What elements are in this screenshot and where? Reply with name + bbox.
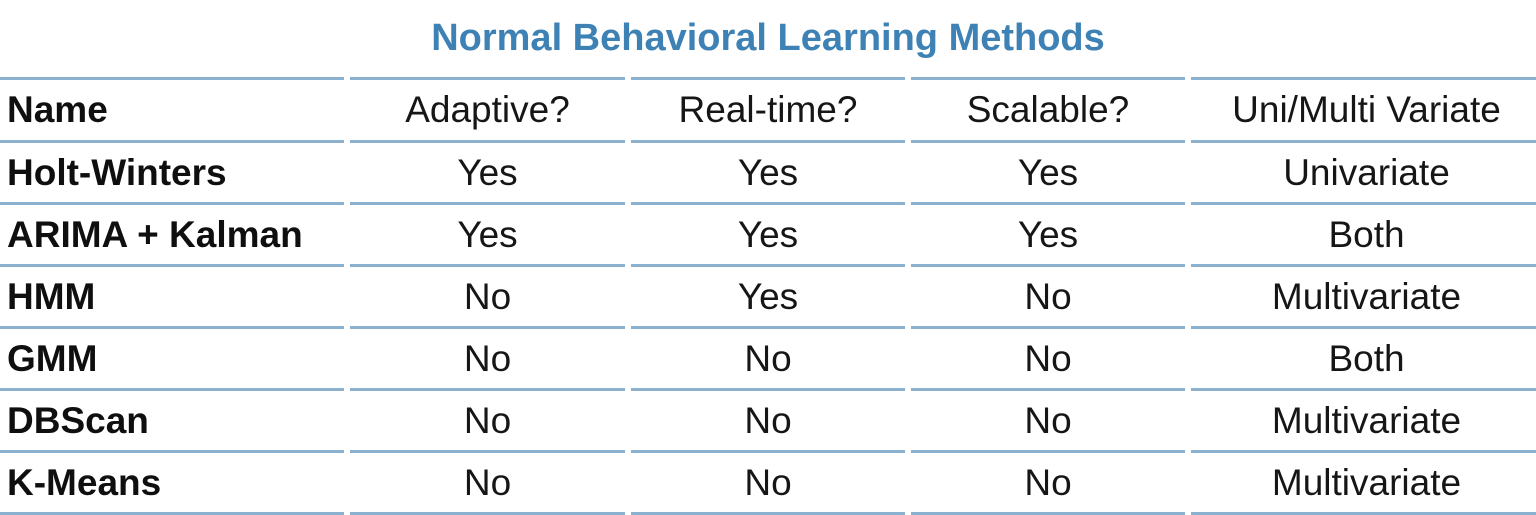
method-name: GMM bbox=[0, 326, 344, 388]
title-bar: Normal Behavioral Learning Methods bbox=[0, 0, 1536, 77]
cell-realtime: Yes bbox=[631, 202, 905, 264]
method-name: K-Means bbox=[0, 450, 344, 515]
cell-adaptive: Yes bbox=[350, 202, 625, 264]
cell-realtime: Yes bbox=[631, 140, 905, 202]
cell-variate: Both bbox=[1191, 326, 1536, 388]
cell-realtime: No bbox=[631, 388, 905, 450]
column-header-adaptive: Adaptive? bbox=[350, 77, 625, 140]
table-row: DBScan No No No Multivariate bbox=[0, 388, 1536, 450]
column-header-scalable: Scalable? bbox=[911, 77, 1185, 140]
cell-scalable: Yes bbox=[911, 202, 1185, 264]
table-row: HMM No Yes No Multivariate bbox=[0, 264, 1536, 326]
cell-scalable: No bbox=[911, 264, 1185, 326]
method-name: DBScan bbox=[0, 388, 344, 450]
cell-variate: Both bbox=[1191, 202, 1536, 264]
cell-variate: Multivariate bbox=[1191, 388, 1536, 450]
column-header-name: Name bbox=[0, 77, 344, 140]
table-row: ARIMA + Kalman Yes Yes Yes Both bbox=[0, 202, 1536, 264]
column-header-variate: Uni/Multi Variate bbox=[1191, 77, 1536, 140]
cell-scalable: Yes bbox=[911, 140, 1185, 202]
cell-adaptive: Yes bbox=[350, 140, 625, 202]
cell-variate: Multivariate bbox=[1191, 450, 1536, 515]
method-name: Holt-Winters bbox=[0, 140, 344, 202]
table-row: GMM No No No Both bbox=[0, 326, 1536, 388]
cell-scalable: No bbox=[911, 388, 1185, 450]
column-header-realtime: Real-time? bbox=[631, 77, 905, 140]
cell-realtime: No bbox=[631, 326, 905, 388]
methods-table: Name Adaptive? Real-time? Scalable? Uni/… bbox=[0, 77, 1536, 515]
table-row: Holt-Winters Yes Yes Yes Univariate bbox=[0, 140, 1536, 202]
method-name: HMM bbox=[0, 264, 344, 326]
cell-realtime: No bbox=[631, 450, 905, 515]
cell-variate: Univariate bbox=[1191, 140, 1536, 202]
table-title: Normal Behavioral Learning Methods bbox=[431, 17, 1105, 59]
header-row: Name Adaptive? Real-time? Scalable? Uni/… bbox=[0, 77, 1536, 140]
cell-adaptive: No bbox=[350, 388, 625, 450]
cell-adaptive: No bbox=[350, 326, 625, 388]
cell-realtime: Yes bbox=[631, 264, 905, 326]
cell-adaptive: No bbox=[350, 264, 625, 326]
cell-adaptive: No bbox=[350, 450, 625, 515]
cell-variate: Multivariate bbox=[1191, 264, 1536, 326]
cell-scalable: No bbox=[911, 326, 1185, 388]
table-row: K-Means No No No Multivariate bbox=[0, 450, 1536, 515]
cell-scalable: No bbox=[911, 450, 1185, 515]
method-name: ARIMA + Kalman bbox=[0, 202, 344, 264]
